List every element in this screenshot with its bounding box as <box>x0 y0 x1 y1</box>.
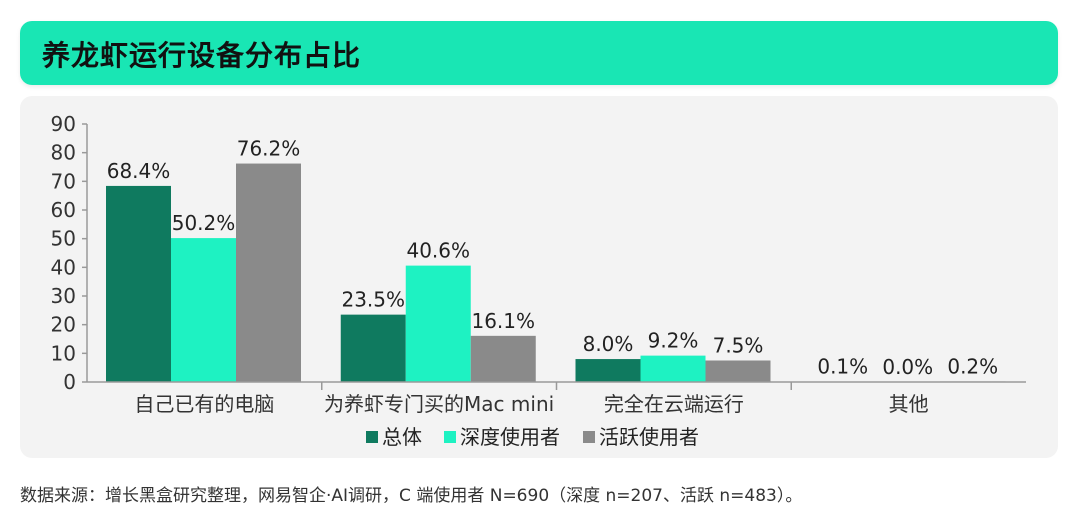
chart-title: 养龙虾运行设备分布占比 <box>42 39 362 72</box>
legend-label: 深度使用者 <box>460 425 560 449</box>
legend-swatch <box>366 431 378 443</box>
legend-swatch <box>444 431 456 443</box>
x-category-label: 为养虾专门买的Mac mini <box>324 392 554 416</box>
y-tick-label: 10 <box>51 341 76 365</box>
chart-title-banner: 养龙虾运行设备分布占比 <box>20 21 1058 85</box>
y-tick-label: 70 <box>51 169 76 193</box>
data-label: 23.5% <box>341 288 405 312</box>
data-label: 16.1% <box>471 309 535 333</box>
bar <box>236 163 301 382</box>
data-label: 0.2% <box>947 354 998 378</box>
data-label: 40.6% <box>406 239 470 263</box>
data-label: 9.2% <box>648 329 699 353</box>
bar <box>575 359 641 382</box>
data-label: 0.0% <box>882 355 933 379</box>
x-category-label: 其他 <box>889 392 929 416</box>
x-category-label: 完全在云端运行 <box>604 392 744 416</box>
bar <box>171 238 236 382</box>
bar-chart: 0 10 20 30 40 50 60 70 80 90 68.4% 50.2% 76.2% 自己已有的电… <box>51 112 1026 449</box>
y-tick-label: 20 <box>51 313 76 337</box>
bar <box>405 265 471 382</box>
data-label: 8.0% <box>583 332 634 356</box>
y-tick-label: 0 <box>63 370 76 394</box>
y-tick-label: 40 <box>51 255 76 279</box>
bar <box>640 355 706 382</box>
legend-swatch <box>583 431 595 443</box>
bar <box>340 314 406 382</box>
x-category-label: 自己已有的电脑 <box>134 392 274 416</box>
y-tick-label: 90 <box>51 112 76 136</box>
bar <box>470 335 536 382</box>
y-tick-label: 30 <box>51 284 76 308</box>
bar <box>106 185 171 382</box>
legend-label: 活跃使用者 <box>599 425 699 449</box>
data-label: 7.5% <box>713 334 764 358</box>
data-label: 76.2% <box>237 137 301 161</box>
data-label: 68.4% <box>107 159 171 183</box>
y-tick-label: 60 <box>51 198 76 222</box>
y-tick-label: 80 <box>51 141 76 165</box>
data-label: 0.1% <box>817 355 868 379</box>
legend-label: 总体 <box>382 425 422 449</box>
y-tick-label: 50 <box>51 227 76 251</box>
bar <box>705 360 771 382</box>
source-note: 数据来源：增长黑盒研究整理，网易智企·AI调研，C 端使用者 N=690（深度 … <box>20 486 803 506</box>
data-label: 50.2% <box>172 211 236 235</box>
